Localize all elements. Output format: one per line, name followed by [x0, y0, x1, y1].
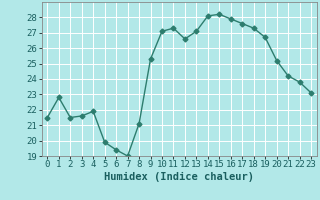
X-axis label: Humidex (Indice chaleur): Humidex (Indice chaleur): [104, 172, 254, 182]
